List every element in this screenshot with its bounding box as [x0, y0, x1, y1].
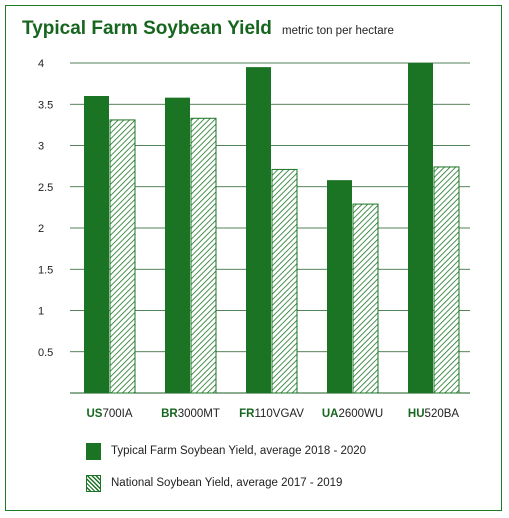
bar-typical: [408, 63, 433, 393]
legend-item-national: National Soybean Yield, average 2017 - 2…: [86, 473, 342, 493]
bar-typical: [327, 180, 352, 393]
bar-national: [434, 167, 459, 393]
x-tick-label: UA2600WU: [322, 408, 383, 420]
legend-item-typical: Typical Farm Soybean Yield, average 2018…: [86, 441, 366, 461]
bar-national: [353, 204, 378, 393]
bar-typical: [84, 96, 109, 393]
legend-label-national: National Soybean Yield, average 2017 - 2…: [111, 477, 342, 489]
x-tick-label: BR3000MT: [161, 408, 220, 420]
y-tick-label: 3: [38, 141, 44, 153]
x-tick-label: HU520BA: [408, 408, 459, 420]
bar-typical: [246, 67, 271, 393]
bar-typical: [165, 98, 190, 393]
y-tick-label: 1.5: [38, 264, 53, 276]
legend-swatch-solid: [86, 443, 101, 460]
y-tick-label: 3.5: [38, 99, 53, 111]
bar-national: [110, 120, 135, 393]
y-tick-label: 1: [38, 306, 44, 318]
y-tick-label: 2.5: [38, 182, 53, 194]
y-tick-label: 4: [38, 58, 44, 70]
x-tick-label: US700IA: [86, 408, 132, 420]
x-tick-label: FR110VGAV: [239, 408, 304, 420]
bar-national: [272, 169, 297, 393]
legend-label-typical: Typical Farm Soybean Yield, average 2018…: [111, 445, 366, 457]
y-tick-label: 2: [38, 223, 44, 235]
y-tick-label: 0.5: [38, 347, 53, 359]
legend-swatch-hatched: [86, 475, 101, 492]
bar-national: [191, 118, 216, 393]
